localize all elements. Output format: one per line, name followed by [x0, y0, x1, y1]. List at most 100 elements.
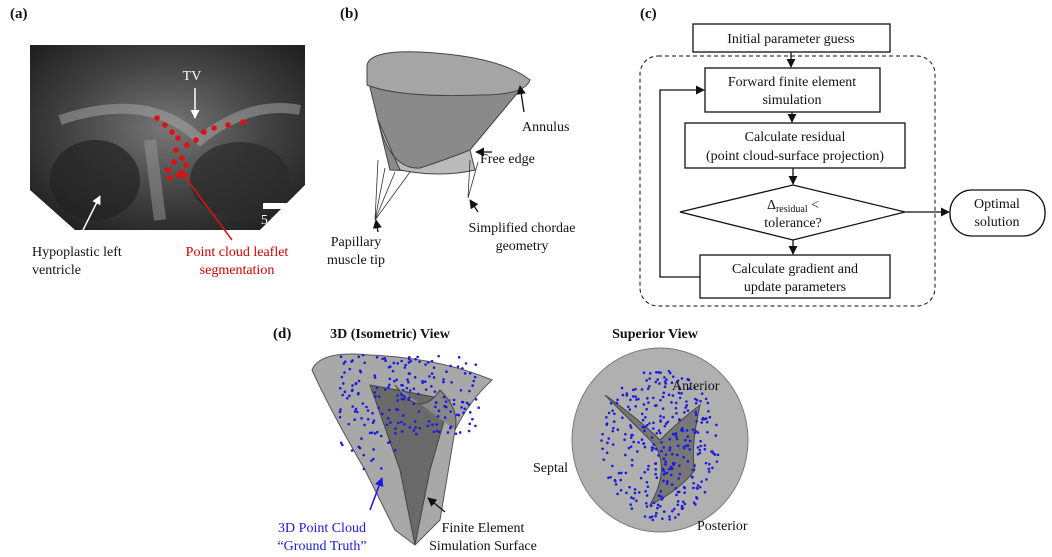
papillary-label: muscle tip	[327, 253, 385, 268]
dot	[355, 408, 358, 411]
dot	[662, 392, 665, 395]
dot	[697, 453, 700, 456]
tv-label: TV	[183, 69, 202, 84]
dot	[435, 423, 438, 426]
relation: <	[808, 198, 820, 213]
dot	[656, 378, 659, 381]
dot	[601, 433, 604, 436]
dot	[623, 438, 626, 441]
dot	[652, 443, 655, 446]
dot	[477, 406, 480, 409]
dot	[610, 402, 613, 405]
dot	[655, 462, 658, 465]
dot	[652, 427, 655, 430]
dot	[671, 483, 674, 486]
dot	[675, 407, 678, 410]
dot	[699, 486, 702, 489]
dot	[685, 404, 688, 407]
dot	[369, 432, 372, 435]
dot	[380, 435, 383, 438]
scale-label: 5 mm	[261, 213, 293, 228]
dot	[655, 381, 658, 384]
dot	[659, 432, 662, 435]
dot	[376, 431, 379, 434]
dot	[694, 503, 697, 506]
dot	[699, 445, 702, 448]
dot	[646, 505, 649, 508]
dot	[387, 386, 390, 389]
dot	[707, 410, 710, 413]
dot	[474, 425, 477, 428]
dot	[669, 446, 672, 449]
dot	[696, 497, 699, 500]
dot	[668, 394, 671, 397]
dot	[687, 460, 690, 463]
dot	[339, 408, 342, 411]
dot	[433, 431, 436, 434]
subscript: residual	[776, 204, 808, 215]
residual-text: Calculate residual	[745, 130, 846, 145]
dot	[683, 487, 686, 490]
dot	[675, 435, 678, 438]
dot	[682, 501, 685, 504]
dot	[449, 427, 452, 430]
dot	[403, 423, 406, 426]
dot	[662, 496, 665, 499]
dot	[154, 115, 160, 121]
dot	[407, 381, 410, 384]
dot	[339, 387, 342, 390]
dot	[654, 468, 657, 471]
superior-surface	[572, 348, 748, 532]
dot	[695, 402, 698, 405]
dot	[428, 375, 431, 378]
chordae-arrow	[470, 200, 478, 212]
dot	[612, 427, 615, 430]
dot	[437, 415, 440, 418]
dot	[408, 372, 411, 375]
dot	[638, 491, 641, 494]
dot	[648, 377, 651, 380]
dot	[637, 441, 640, 444]
dot	[409, 426, 412, 429]
dot	[350, 360, 353, 363]
dot	[658, 429, 661, 432]
dot	[225, 122, 231, 128]
dot	[362, 402, 365, 405]
dot	[675, 494, 678, 497]
dot	[652, 397, 655, 400]
dot	[424, 380, 427, 383]
dot	[630, 434, 633, 437]
dot	[677, 491, 680, 494]
dot	[447, 431, 450, 434]
superior-title: Superior View	[612, 327, 699, 342]
dot	[629, 503, 632, 506]
dot	[644, 515, 647, 518]
dot	[715, 424, 718, 427]
dot	[683, 411, 686, 414]
dot	[671, 416, 674, 419]
dot	[474, 376, 477, 379]
point-cloud-label: 3D Point Cloud	[278, 521, 366, 536]
dot	[356, 411, 359, 414]
dot	[673, 508, 676, 511]
dot	[395, 379, 398, 382]
dot	[162, 122, 168, 128]
dot	[656, 476, 659, 479]
dot	[475, 398, 478, 401]
dot	[408, 356, 411, 359]
dot	[461, 401, 464, 404]
dot	[453, 403, 456, 406]
dot	[171, 159, 177, 165]
dot	[646, 481, 649, 484]
dot	[616, 402, 619, 405]
dot	[695, 420, 698, 423]
dot	[657, 503, 660, 506]
dot	[359, 371, 362, 374]
free-edge-label: Free edge	[480, 152, 535, 167]
dot	[342, 382, 345, 385]
iso-title: 3D (Isometric) View	[330, 327, 451, 342]
forward-text: simulation	[762, 93, 821, 108]
dot	[376, 356, 379, 359]
dot	[365, 406, 368, 409]
dot	[647, 387, 650, 390]
